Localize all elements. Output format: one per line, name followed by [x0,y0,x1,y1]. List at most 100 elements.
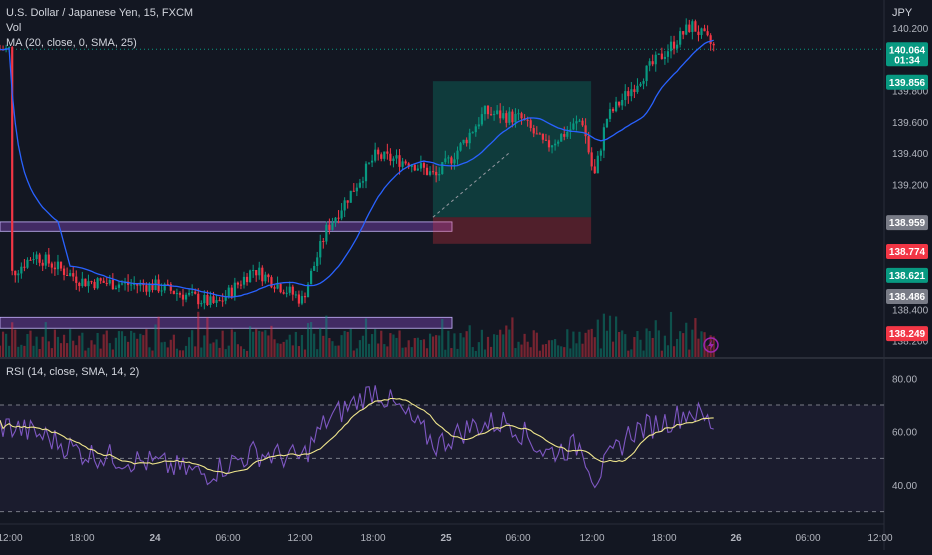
volume-bar [679,331,682,357]
volume-bar [624,334,627,357]
candle-body [593,166,596,174]
volume-bar [151,350,154,357]
rsi-legend[interactable]: RSI (14, close, SMA, 14, 2) [6,366,140,378]
candle-body [425,167,429,175]
volume-bar [316,349,319,357]
position-stop-zone [432,217,592,244]
supply-zone [0,221,453,232]
lightning-icon[interactable] [703,337,719,353]
volume-bar [300,334,304,357]
volume-bar [526,341,529,357]
volume-bar [108,343,111,357]
price-tag-label: 140.064 [889,45,926,56]
time-tick-label: 12:00 [579,533,604,544]
volume-bar [212,342,215,357]
volume-bar [142,335,145,357]
volume-bar [62,334,66,357]
candle-body [322,241,325,243]
volume-bar [117,331,121,357]
volume-bar [554,339,557,357]
candle-body [636,85,639,93]
volume-bar [148,347,151,357]
candle-body [69,273,72,276]
volume-bar [648,331,651,357]
candle-body [529,120,532,129]
volume-bar [346,331,349,357]
candle-body [474,126,477,133]
volume-bar [410,347,413,357]
candle-body [566,131,569,137]
candle-body [32,259,35,261]
price-tick-label: 139.800 [892,87,929,98]
candle-body [685,24,688,35]
candle-body [428,171,432,175]
volume-bar [26,333,29,357]
volume-bar [432,336,435,357]
volume-bar [578,331,581,357]
volume-bar [581,343,584,357]
vol-legend[interactable]: Vol [6,22,22,34]
candle-body [38,254,41,263]
candle-body [642,81,645,84]
candle-body [242,276,246,285]
candle-body [465,139,468,144]
volume-bar [276,343,279,357]
volume-bar [367,343,371,357]
volume-bar [593,337,596,357]
candle-body [343,200,346,211]
volume-bar [569,348,572,357]
volume-bar [401,347,404,357]
volume-bar [303,349,307,357]
candle-body [584,125,587,137]
volume-bar [529,347,532,357]
candle-body [62,268,66,275]
candle-body [706,31,709,36]
volume-bar [471,347,474,357]
candle-body [249,270,252,283]
volume-bar [249,326,252,357]
volume-bar [657,330,660,357]
candle-body [184,294,188,300]
candle-body [172,290,175,294]
volume-bar [438,335,441,357]
candle-body [633,89,636,93]
volume-bar [547,340,551,357]
candle-body [175,293,178,295]
candle-body [127,281,130,285]
time-tick-label: 24 [149,533,161,544]
volume-bar [194,346,197,357]
candle-body [87,281,90,287]
candle-body [432,171,435,173]
volume-bar [75,345,78,357]
volume-bar [178,350,182,357]
candle-body [444,158,447,163]
candle-body [93,281,96,289]
volume-bar [685,322,688,357]
candle-body [53,267,56,270]
volume-bar [477,342,480,357]
candle-body [209,296,212,306]
volume-bar [615,316,618,357]
candle-body [419,163,422,169]
candle-body [117,284,121,288]
symbol-legend[interactable]: U.S. Dollar / Japanese Yen, 15, FXCM [6,7,194,19]
volume-bar [105,330,108,357]
candle-body [416,168,419,171]
candle-body [651,61,654,65]
volume-bar [611,341,615,357]
volume-bar [511,317,514,357]
volume-bar [157,316,160,357]
volume-bar [53,329,56,357]
ma-legend[interactable]: MA (20, close, 0, SMA, 25) [6,37,137,49]
candle-body [407,163,410,167]
candle-body [392,158,395,162]
volume-bar [688,349,691,357]
volume-bar [456,348,459,357]
candle-body [203,295,206,304]
volume-bar [474,350,477,357]
volume-bar [694,318,697,357]
candle-body [395,155,398,159]
candle-body [133,283,136,285]
